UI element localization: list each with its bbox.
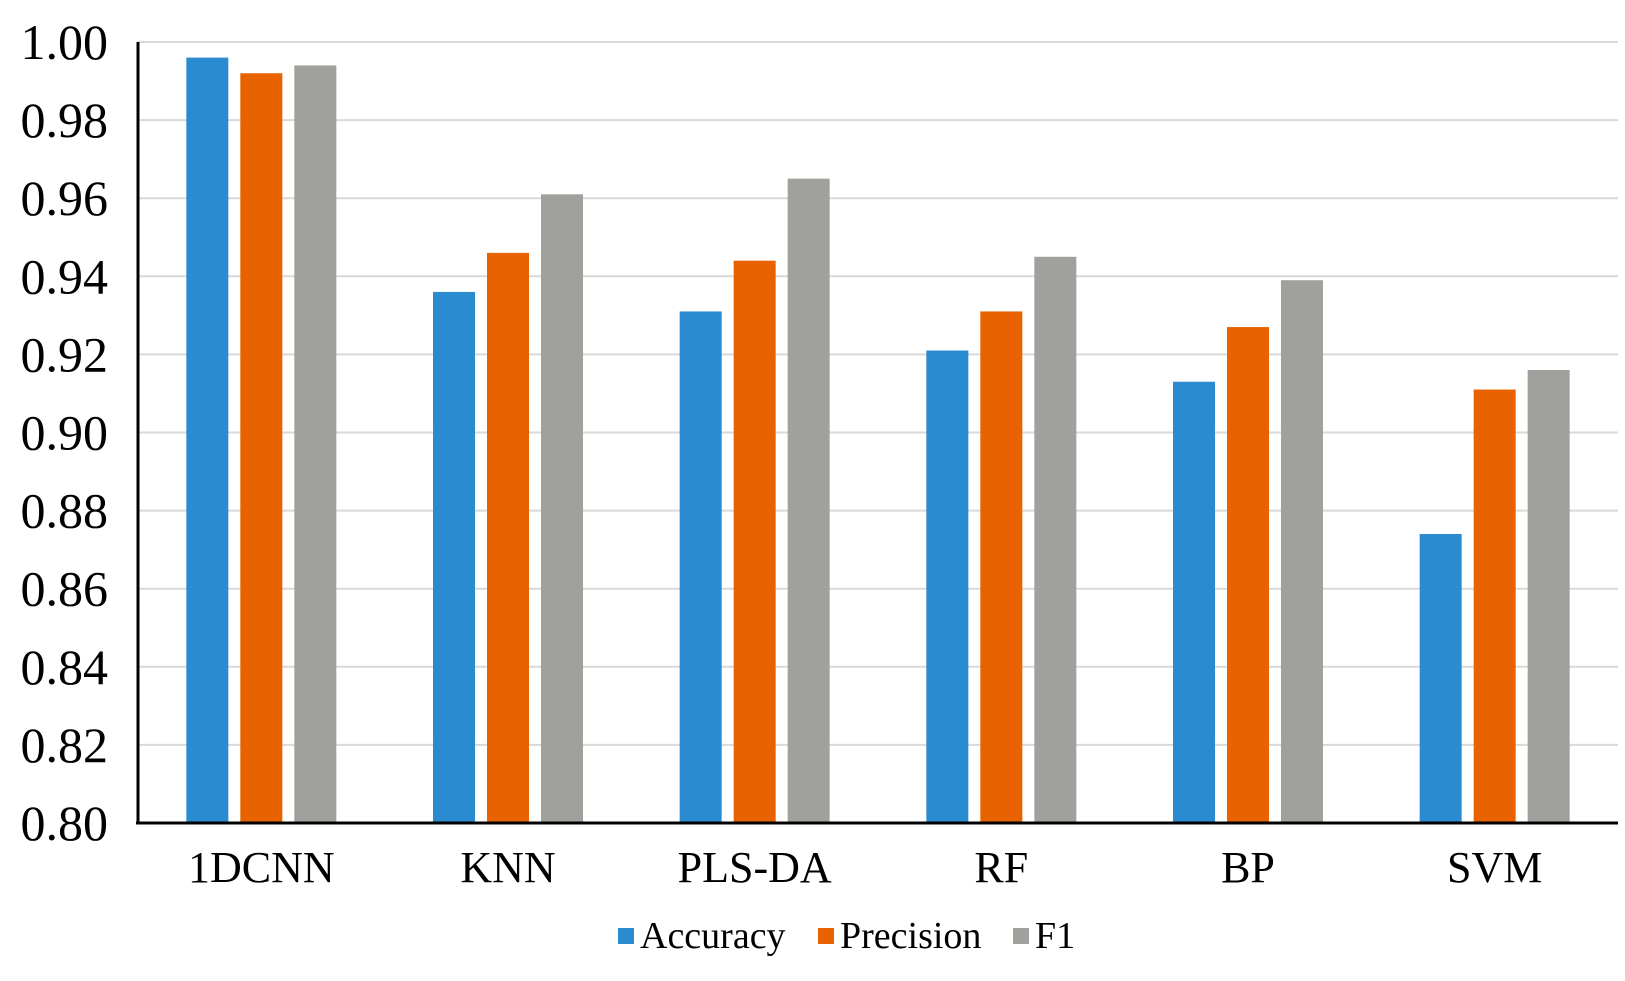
bar-precision-bp <box>1227 327 1269 823</box>
bar-accuracy-rf <box>926 350 969 823</box>
bar-accuracy-1dcnn <box>186 57 229 824</box>
y-tick-label: 0.88 <box>21 483 109 539</box>
bar-f1-1dcnn <box>294 65 337 824</box>
legend-label-accuracy: Accuracy <box>640 915 786 957</box>
y-tick-label: 0.98 <box>21 92 109 148</box>
y-tick-label: 0.92 <box>21 326 109 382</box>
x-tick-label: PLS-DA <box>678 843 832 892</box>
legend-swatch-f1 <box>1013 928 1029 944</box>
gridlines <box>138 41 1618 746</box>
y-tick-label: 0.90 <box>21 405 109 461</box>
bars <box>186 57 1570 824</box>
legend: Accuracy Precision F1 <box>618 915 1075 957</box>
x-tick-label: KNN <box>460 843 555 892</box>
bar-precision-pls-da <box>733 260 776 823</box>
y-tick-label: 0.82 <box>21 717 109 773</box>
y-tick-label: 0.84 <box>21 639 109 695</box>
x-tick-label: 1DCNN <box>188 843 335 892</box>
bar-accuracy-pls-da <box>679 311 722 823</box>
bar-accuracy-svm <box>1419 534 1462 823</box>
y-tick-label: 0.96 <box>21 170 109 226</box>
y-tick-label: 0.94 <box>21 248 109 304</box>
y-tick-label: 1.00 <box>21 14 109 70</box>
x-tick-label: BP <box>1221 843 1275 892</box>
axes <box>136 42 1618 825</box>
x-tick-label: RF <box>974 843 1028 892</box>
legend-swatch-accuracy <box>618 928 634 944</box>
x-tick-label: SVM <box>1447 843 1542 892</box>
y-tick-label: 0.86 <box>21 561 109 617</box>
bar-precision-rf <box>980 311 1023 823</box>
bar-f1-svm <box>1527 370 1570 823</box>
bar-f1-rf <box>1034 256 1077 823</box>
bar-precision-knn <box>487 252 529 823</box>
legend-swatch-precision <box>818 928 834 944</box>
bar-precision-1dcnn <box>240 73 283 824</box>
bar-f1-pls-da <box>787 178 830 824</box>
bar-accuracy-bp <box>1173 381 1215 823</box>
legend-label-precision: Precision <box>840 915 981 957</box>
bar-f1-knn <box>541 194 583 824</box>
y-tick-label: 0.80 <box>21 795 109 851</box>
bar-f1-bp <box>1281 280 1323 824</box>
x-tick-labels: 1DCNN KNN PLS-DA RF BP SVM <box>188 843 1542 892</box>
bar-precision-svm <box>1473 389 1516 823</box>
legend-label-f1: F1 <box>1035 915 1075 957</box>
bar-accuracy-knn <box>433 291 475 823</box>
y-tick-labels: 0.80 0.82 0.84 0.86 0.88 0.90 0.92 0.94 0.96 0.98… <box>21 14 109 851</box>
